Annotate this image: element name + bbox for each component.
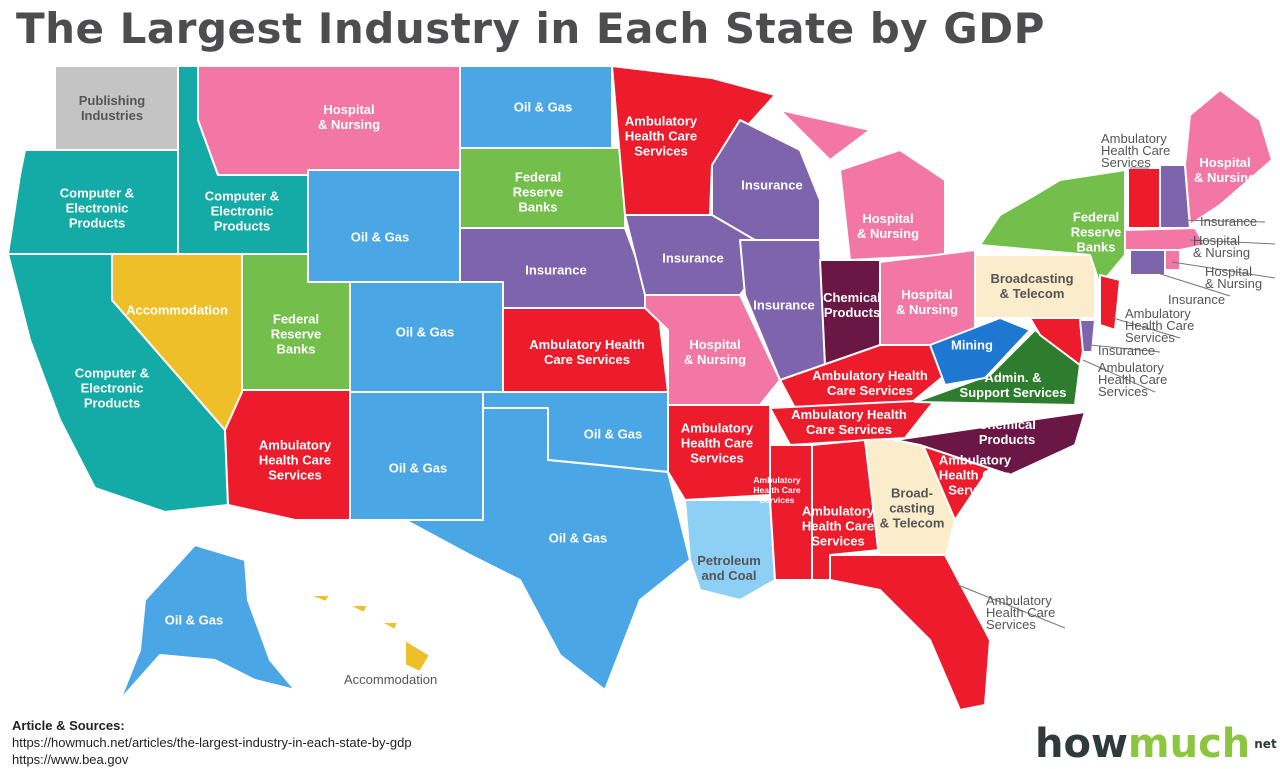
label-ar: Ambulatory Health Care Services — [681, 421, 754, 466]
state-wy — [307, 169, 461, 283]
sources-block: Article & Sources: https://howmuch.net/a… — [12, 717, 412, 768]
label-ky: Ambulatory Health Care Services — [812, 368, 928, 398]
callout-nh: Insurance — [1200, 214, 1257, 229]
state-wi — [711, 119, 821, 241]
label-va: Admin. & Support Services — [960, 370, 1067, 400]
callouts-layer: Ambulatory Health Care ServicesInsuranceHo… — [344, 131, 1276, 687]
label-wa: Publishing Industries — [79, 93, 146, 123]
label-tn: Ambulatory Health Care Services — [791, 407, 907, 437]
label-wy: Oil & Gas — [351, 230, 410, 245]
state-ny — [979, 169, 1126, 286]
label-mn: Ambulatory Health Care Services — [625, 114, 698, 159]
callout-fl: Ambulatory Health Care Services — [986, 593, 1055, 632]
state-la — [684, 499, 776, 601]
state-ak — [119, 544, 296, 701]
state-ri — [1164, 249, 1181, 271]
state-ms — [769, 444, 813, 581]
label-al: Ambulatory Health Care Services — [802, 504, 875, 549]
label-mi: Hospital & Nursing — [857, 211, 919, 241]
state-me — [1184, 89, 1273, 226]
label-oh: Hospital & Nursing — [896, 287, 958, 317]
howmuch-logo: howmuch net — [1035, 720, 1277, 768]
state-vt — [1127, 167, 1161, 229]
logo-net: net — [1254, 737, 1277, 751]
source-link-article[interactable]: https://howmuch.net/articles/the-largest… — [12, 735, 412, 750]
callout-hi: Accommodation — [344, 672, 437, 687]
leader-line-ma — [1189, 239, 1276, 245]
callout-ma: Hospital & Nursing — [1193, 233, 1250, 260]
state-fl — [829, 554, 991, 711]
label-or: Computer & Electronic Products — [60, 186, 134, 231]
leader-line-fl — [957, 584, 1066, 629]
leader-line-ct — [1147, 269, 1231, 297]
label-wv: Mining — [951, 338, 993, 353]
label-co: Oil & Gas — [396, 325, 455, 340]
leader-line-md — [1082, 359, 1156, 393]
callout-ct: Insurance — [1168, 292, 1225, 307]
label-ks: Ambulatory Health Care Services — [529, 337, 645, 367]
label-az: Ambulatory Health Care Services — [259, 438, 332, 483]
callout-de: Insurance — [1098, 343, 1155, 358]
labels-layer: Publishing Industries Computer & Electronic… — [60, 93, 1256, 628]
state-mi — [779, 109, 946, 261]
callout-nj: Ambulatory Health Care Services — [1125, 306, 1194, 345]
label-nc: Chemical Products — [978, 417, 1036, 447]
label-il: Insurance — [753, 298, 814, 313]
label-ok: Oil & Gas — [584, 427, 643, 442]
label-wi: Insurance — [741, 178, 802, 193]
state-ct — [1129, 249, 1166, 276]
leader-line-nh — [1174, 219, 1266, 223]
label-nd: Oil & Gas — [514, 100, 573, 115]
state-nj — [1099, 274, 1121, 331]
label-sc: Ambulatory Health Care Services — [939, 453, 1012, 498]
label-la: Petroleum and Coal — [697, 553, 761, 583]
state-nc — [894, 411, 1086, 476]
state-ar — [667, 404, 771, 501]
label-ne: Insurance — [525, 263, 586, 278]
label-mo: Hospital & Nursing — [684, 337, 746, 367]
label-nv: Accommodation — [126, 303, 228, 318]
sources-heading: Article & Sources: — [12, 718, 125, 733]
page-title: The Largest Industry in Each State by GD… — [16, 4, 1045, 53]
label-sd: Federal Reserve Banks — [513, 170, 564, 215]
label-ia: Insurance — [662, 251, 723, 266]
state-de — [1079, 319, 1096, 353]
state-nm — [349, 391, 484, 521]
label-me: Hospital & Nursing — [1194, 155, 1256, 185]
label-nm: Oil & Gas — [389, 461, 448, 476]
label-ut: Federal Reserve Banks — [271, 312, 322, 357]
states-layer — [7, 65, 1273, 711]
logo-how: how — [1035, 721, 1128, 767]
leader-line-nj — [1112, 317, 1181, 339]
state-hi — [307, 594, 431, 673]
label-ca: Computer & Electronic Products — [75, 366, 149, 411]
label-mt: Hospital & Nursing — [318, 102, 380, 132]
callout-vt: Ambulatory Health Care Services — [1101, 131, 1170, 170]
label-in: Chemical Products — [823, 290, 881, 320]
leader-line-ri — [1171, 261, 1276, 279]
logo-much: much — [1127, 721, 1251, 767]
state-wv — [929, 317, 1031, 386]
callout-md: Ambulatory Health Care Services — [1098, 360, 1167, 399]
state-md — [1029, 317, 1091, 366]
state-pa — [974, 254, 1096, 319]
label-pa: Broadcasting & Telecom — [990, 271, 1073, 301]
leader-line-de — [1089, 344, 1161, 353]
label-ny: Federal Reserve Banks — [1071, 210, 1122, 255]
label-id: Computer & Electronic Products — [205, 189, 279, 234]
label-ms: Ambulatory Health Care Services — [753, 475, 801, 505]
state-nh — [1159, 164, 1191, 229]
callout-ri: Hospital & Nursing — [1205, 264, 1262, 291]
label-ga: Broad-casting & Telecom — [880, 486, 945, 531]
label-ak: Oil & Gas — [165, 613, 224, 628]
source-link-bea[interactable]: https://www.bea.gov — [12, 752, 129, 767]
label-tx: Oil & Gas — [549, 531, 608, 546]
